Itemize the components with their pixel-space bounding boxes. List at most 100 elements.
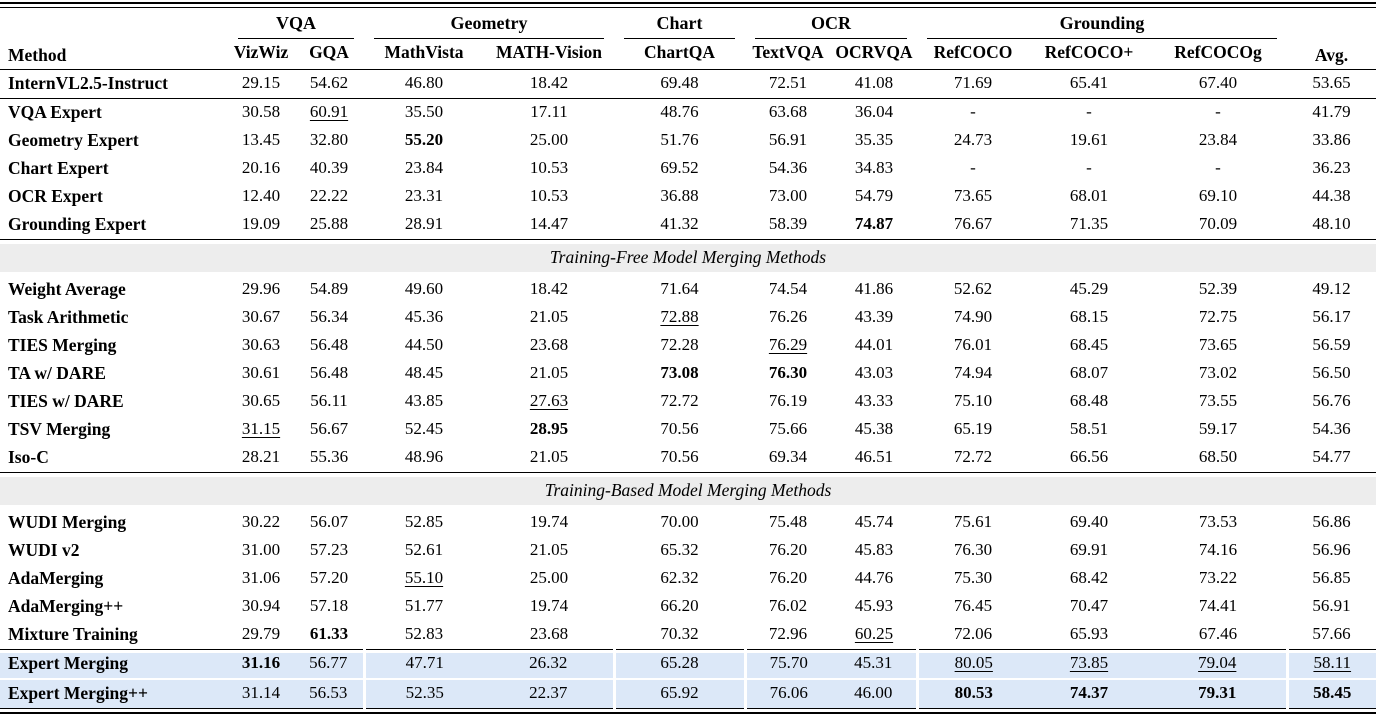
column-header-ocrvqa: OCRVQA <box>831 39 917 70</box>
value-cell: 30.65 <box>241 391 281 411</box>
value-cell: 30.94 <box>241 596 281 616</box>
value-cell: 30.22 <box>241 512 281 532</box>
method-cell: AdaMerging <box>8 568 104 589</box>
value-cell: 49.60 <box>404 279 444 299</box>
value-cell: 76.30 <box>953 540 993 560</box>
value-cell: 43.33 <box>854 391 894 411</box>
value-cell: 45.93 <box>854 596 894 616</box>
value-cell: 72.88 <box>660 307 699 327</box>
value-cell: 10.53 <box>529 186 569 206</box>
value-cell: 72.72 <box>953 447 993 467</box>
value-cell: 54.62 <box>309 73 349 93</box>
value-cell: 65.93 <box>1069 624 1109 644</box>
value-cell: 29.15 <box>241 73 281 93</box>
value-cell: 76.45 <box>953 596 993 616</box>
value-cell: 79.31 <box>1149 678 1287 709</box>
method-cell: Grounding Expert <box>8 214 147 235</box>
column-header-mathvista: MathVista <box>364 39 484 70</box>
method-cell: Chart Expert <box>8 158 109 179</box>
column-header-textvqa: TextVQA <box>745 39 831 70</box>
value-cell: 12.40 <box>241 186 281 206</box>
method-cell: Expert Merging++ <box>0 678 228 709</box>
value-cell: 69.91 <box>1069 540 1109 560</box>
table-row: OCR Expert 12.40 22.22 23.31 10.53 36.88 73.00… <box>0 183 1376 211</box>
column-header-refcoco: RefCOCO <box>917 39 1029 70</box>
value-cell: 52.83 <box>404 624 444 644</box>
value-cell: 19.09 <box>241 214 281 234</box>
value-cell: 73.53 <box>1198 512 1238 532</box>
value-cell: 55.20 <box>404 130 444 150</box>
value-cell: 76.26 <box>768 307 808 327</box>
value-cell: 43.39 <box>854 307 894 327</box>
value-cell: 45.83 <box>854 540 894 560</box>
value-cell: 65.92 <box>612 678 745 709</box>
value-cell: 54.36 <box>768 158 808 178</box>
avg-cell: 56.85 <box>1312 568 1351 588</box>
value-cell: 75.61 <box>953 512 993 532</box>
avg-cell: 56.91 <box>1312 596 1351 616</box>
value-cell: 69.52 <box>660 158 699 178</box>
value-cell: 75.66 <box>768 419 808 439</box>
value-cell: 72.28 <box>660 335 699 355</box>
value-cell: 68.48 <box>1069 391 1109 411</box>
method-cell: Iso-C <box>8 447 49 468</box>
value-cell: 71.64 <box>660 279 699 299</box>
table-row: TIES w/ DARE 30.65 56.11 43.85 27.63 72.72 76.… <box>0 388 1376 416</box>
value-cell: 21.05 <box>529 447 569 467</box>
table-row: Chart Expert 20.16 40.39 23.84 10.53 69.52 54.… <box>0 155 1376 183</box>
method-cell: OCR Expert <box>8 186 103 207</box>
value-cell: 21.05 <box>529 540 569 560</box>
value-cell: 44.76 <box>854 568 894 588</box>
value-cell: 54.89 <box>309 279 349 299</box>
column-header-math-vision: MATH-Vision <box>484 39 614 70</box>
value-cell: 68.15 <box>1069 307 1109 327</box>
value-cell: 57.23 <box>309 540 349 560</box>
value-cell: 72.75 <box>1198 307 1238 327</box>
value-cell: 46.51 <box>854 447 894 467</box>
value-cell: 72.51 <box>768 73 808 93</box>
value-cell: 19.74 <box>529 596 569 616</box>
value-cell: 68.01 <box>1069 186 1109 206</box>
value-cell: 31.14 <box>228 678 294 709</box>
value-cell: 57.18 <box>309 596 349 616</box>
value-cell: 47.71 <box>362 648 484 680</box>
value-cell: 65.41 <box>1069 73 1109 93</box>
avg-cell: 49.12 <box>1312 279 1351 299</box>
value-cell: 73.22 <box>1198 568 1238 588</box>
value-cell: 60.25 <box>854 624 894 644</box>
value-cell: 36.04 <box>831 97 917 127</box>
avg-cell: 56.86 <box>1312 512 1351 532</box>
value-cell: - <box>1149 97 1287 127</box>
value-cell: 23.68 <box>529 335 569 355</box>
table-row: WUDI v2 31.00 57.23 52.61 21.05 65.32 76.20 45.… <box>0 537 1376 565</box>
column-header-vizwiz: VizWiz <box>228 39 294 70</box>
value-cell: 80.05 <box>915 648 1029 680</box>
section-band-label: Training-Free Model Merging Methods <box>0 238 1376 276</box>
value-cell: 52.35 <box>362 678 484 709</box>
value-cell: 70.09 <box>1198 214 1238 234</box>
value-cell: 21.05 <box>529 307 569 327</box>
method-cell: TIES w/ DARE <box>8 391 124 412</box>
avg-cell: 56.96 <box>1312 540 1351 560</box>
value-cell: 65.19 <box>953 419 993 439</box>
table-row: TIES Merging 30.63 56.48 44.50 23.68 72.28 76.… <box>0 332 1376 360</box>
value-cell: 23.31 <box>404 186 444 206</box>
column-header-gqa: GQA <box>294 39 364 70</box>
method-cell: WUDI Merging <box>8 512 127 533</box>
value-cell: 73.08 <box>660 363 699 383</box>
value-cell: 28.21 <box>241 447 281 467</box>
value-cell: 35.50 <box>364 97 484 127</box>
group-header-chart: Chart <box>614 7 745 40</box>
value-cell: 54.79 <box>854 186 894 206</box>
avg-cell: 44.38 <box>1312 186 1351 206</box>
table-row: Task Arithmetic 30.67 56.34 45.36 21.05 72.88… <box>0 304 1376 332</box>
value-cell: 69.48 <box>660 73 699 93</box>
value-cell: 58.51 <box>1069 419 1109 439</box>
method-cell: Task Arithmetic <box>8 307 129 328</box>
value-cell: 21.05 <box>529 363 569 383</box>
value-cell: 76.02 <box>768 596 808 616</box>
value-cell: 45.29 <box>1069 279 1109 299</box>
value-cell: 44.50 <box>404 335 444 355</box>
value-cell: 72.06 <box>953 624 993 644</box>
